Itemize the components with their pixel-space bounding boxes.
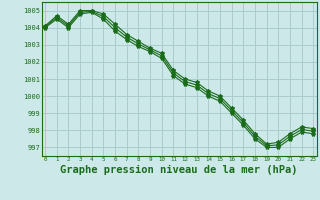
X-axis label: Graphe pression niveau de la mer (hPa): Graphe pression niveau de la mer (hPa) [60, 165, 298, 175]
